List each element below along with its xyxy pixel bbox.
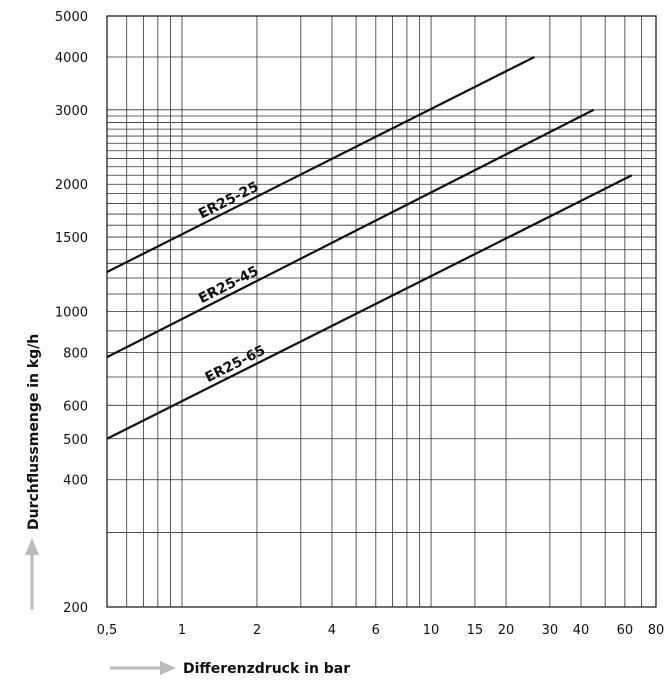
y-tick-label: 800 [63, 346, 88, 361]
x-tick-label: 15 [467, 623, 484, 638]
x-tick-labels: 0,5 1 2 4 6 10 15 20 30 40 60 80 [97, 623, 665, 638]
y-tick-label: 5000 [55, 10, 88, 25]
y-tick-label: 500 [63, 433, 88, 448]
y-tick-labels: 200 400 500 600 800 1000 1500 2000 3000 4000 5000 [55, 10, 88, 616]
y-tick-label: 200 [63, 601, 88, 616]
x-tick-label: 4 [328, 623, 336, 638]
y-tick-label: 2000 [55, 178, 88, 193]
x-tick-label: 40 [573, 623, 590, 638]
x-tick-label: 80 [648, 623, 665, 638]
x-tick-label: 2 [253, 623, 261, 638]
series-line-er25-65 [106, 174, 633, 440]
up-arrow-icon [25, 538, 39, 610]
x-tick-label: 0,5 [97, 623, 118, 638]
y-tick-label: 3000 [55, 104, 88, 119]
series-lines: ER25-25 ER25-45 ER25-65 [106, 55, 633, 440]
x-axis-title: Differenzdruck in bar [183, 661, 350, 677]
series-label-er25-25: ER25-25 [196, 179, 261, 223]
x-tick-label: 60 [617, 623, 634, 638]
grid [106, 15, 657, 608]
x-tick-label: 10 [423, 623, 440, 638]
y-tick-label: 1500 [55, 231, 88, 246]
series-line-er25-25 [106, 55, 535, 273]
x-tick-label: 20 [498, 623, 515, 638]
series-label-er25-45: ER25-45 [196, 263, 261, 307]
x-tick-label: 6 [372, 623, 380, 638]
y-tick-label: 400 [63, 474, 88, 489]
y-tick-label: 4000 [55, 51, 88, 66]
y-tick-label: 600 [63, 399, 88, 414]
y-axis-title: Durchflussmenge in kg/h [26, 334, 42, 530]
series-line-er25-45 [106, 108, 595, 359]
series-label-er25-65: ER25-65 [203, 343, 268, 387]
x-tick-label: 1 [178, 623, 186, 638]
right-arrow-icon [110, 661, 176, 675]
plot-frame [106, 15, 657, 608]
x-tick-label: 30 [542, 623, 559, 638]
y-tick-label: 1000 [55, 306, 88, 321]
